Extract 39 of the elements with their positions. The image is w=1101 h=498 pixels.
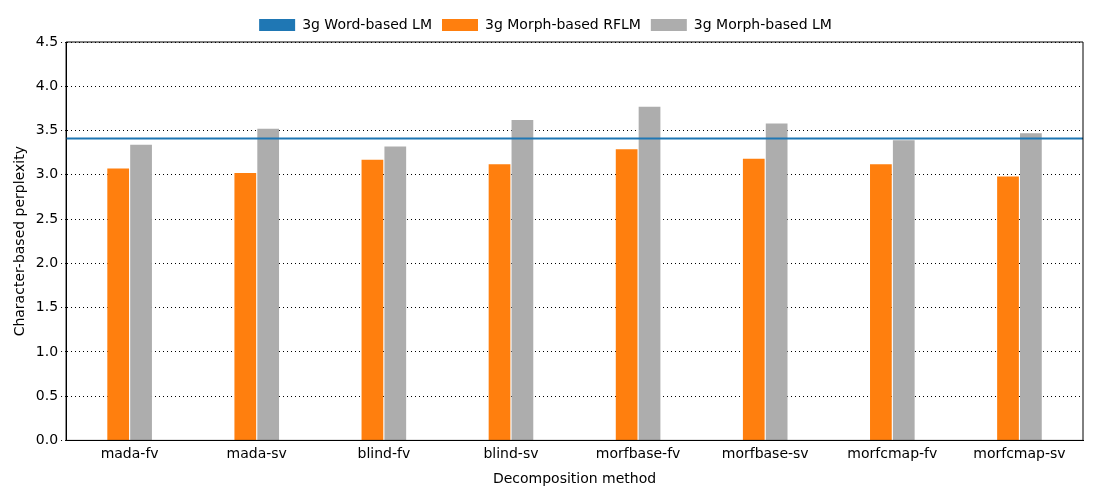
y-tick-label: 4.5 (35, 32, 59, 49)
bar (765, 123, 788, 440)
y-tick-label: 1.5 (35, 298, 59, 315)
bar (892, 140, 915, 440)
y-tick-label: 1.0 (35, 342, 59, 359)
bar (997, 176, 1019, 440)
bar (234, 173, 257, 440)
y-tick-label: 2.0 (35, 253, 59, 270)
bar (615, 149, 638, 440)
x-tick-label: morfbase-fv (595, 445, 681, 462)
legend-label: 3g Word-based LM (302, 15, 433, 32)
y-tick-label: 0.5 (35, 386, 59, 403)
bar (870, 164, 892, 440)
y-tick-label: 4.0 (35, 76, 59, 93)
y-tick-label: 2.5 (35, 209, 59, 226)
x-tick-label: mada-sv (226, 445, 287, 462)
x-tick-label: mada-fv (100, 445, 159, 462)
bar (257, 128, 280, 440)
y-axis-title: Character-based perplexity (11, 146, 28, 337)
y-tick-label: 3.0 (35, 165, 59, 182)
y-tick-label: 0.0 (35, 431, 59, 448)
x-tick-label: morfcmap-fv (847, 445, 938, 462)
bar (511, 119, 534, 440)
bar (130, 144, 152, 440)
bar (1020, 133, 1042, 440)
legend-label: 3g Morph-based LM (693, 15, 832, 32)
bar (361, 159, 384, 440)
x-tick-label: morfbase-sv (721, 445, 809, 462)
bar (742, 158, 765, 440)
y-tick-label: 3.5 (35, 121, 59, 138)
bar (107, 168, 130, 440)
x-tick-label: blind-sv (483, 445, 539, 462)
legend-label: 3g Morph-based RFLM (485, 15, 641, 32)
bar (638, 106, 661, 440)
x-axis-title: Decomposition method (492, 470, 657, 487)
x-tick-label: blind-fv (357, 445, 411, 462)
x-tick-label: morfcmap-sv (973, 445, 1066, 462)
bar (488, 164, 511, 440)
bar (384, 146, 407, 440)
